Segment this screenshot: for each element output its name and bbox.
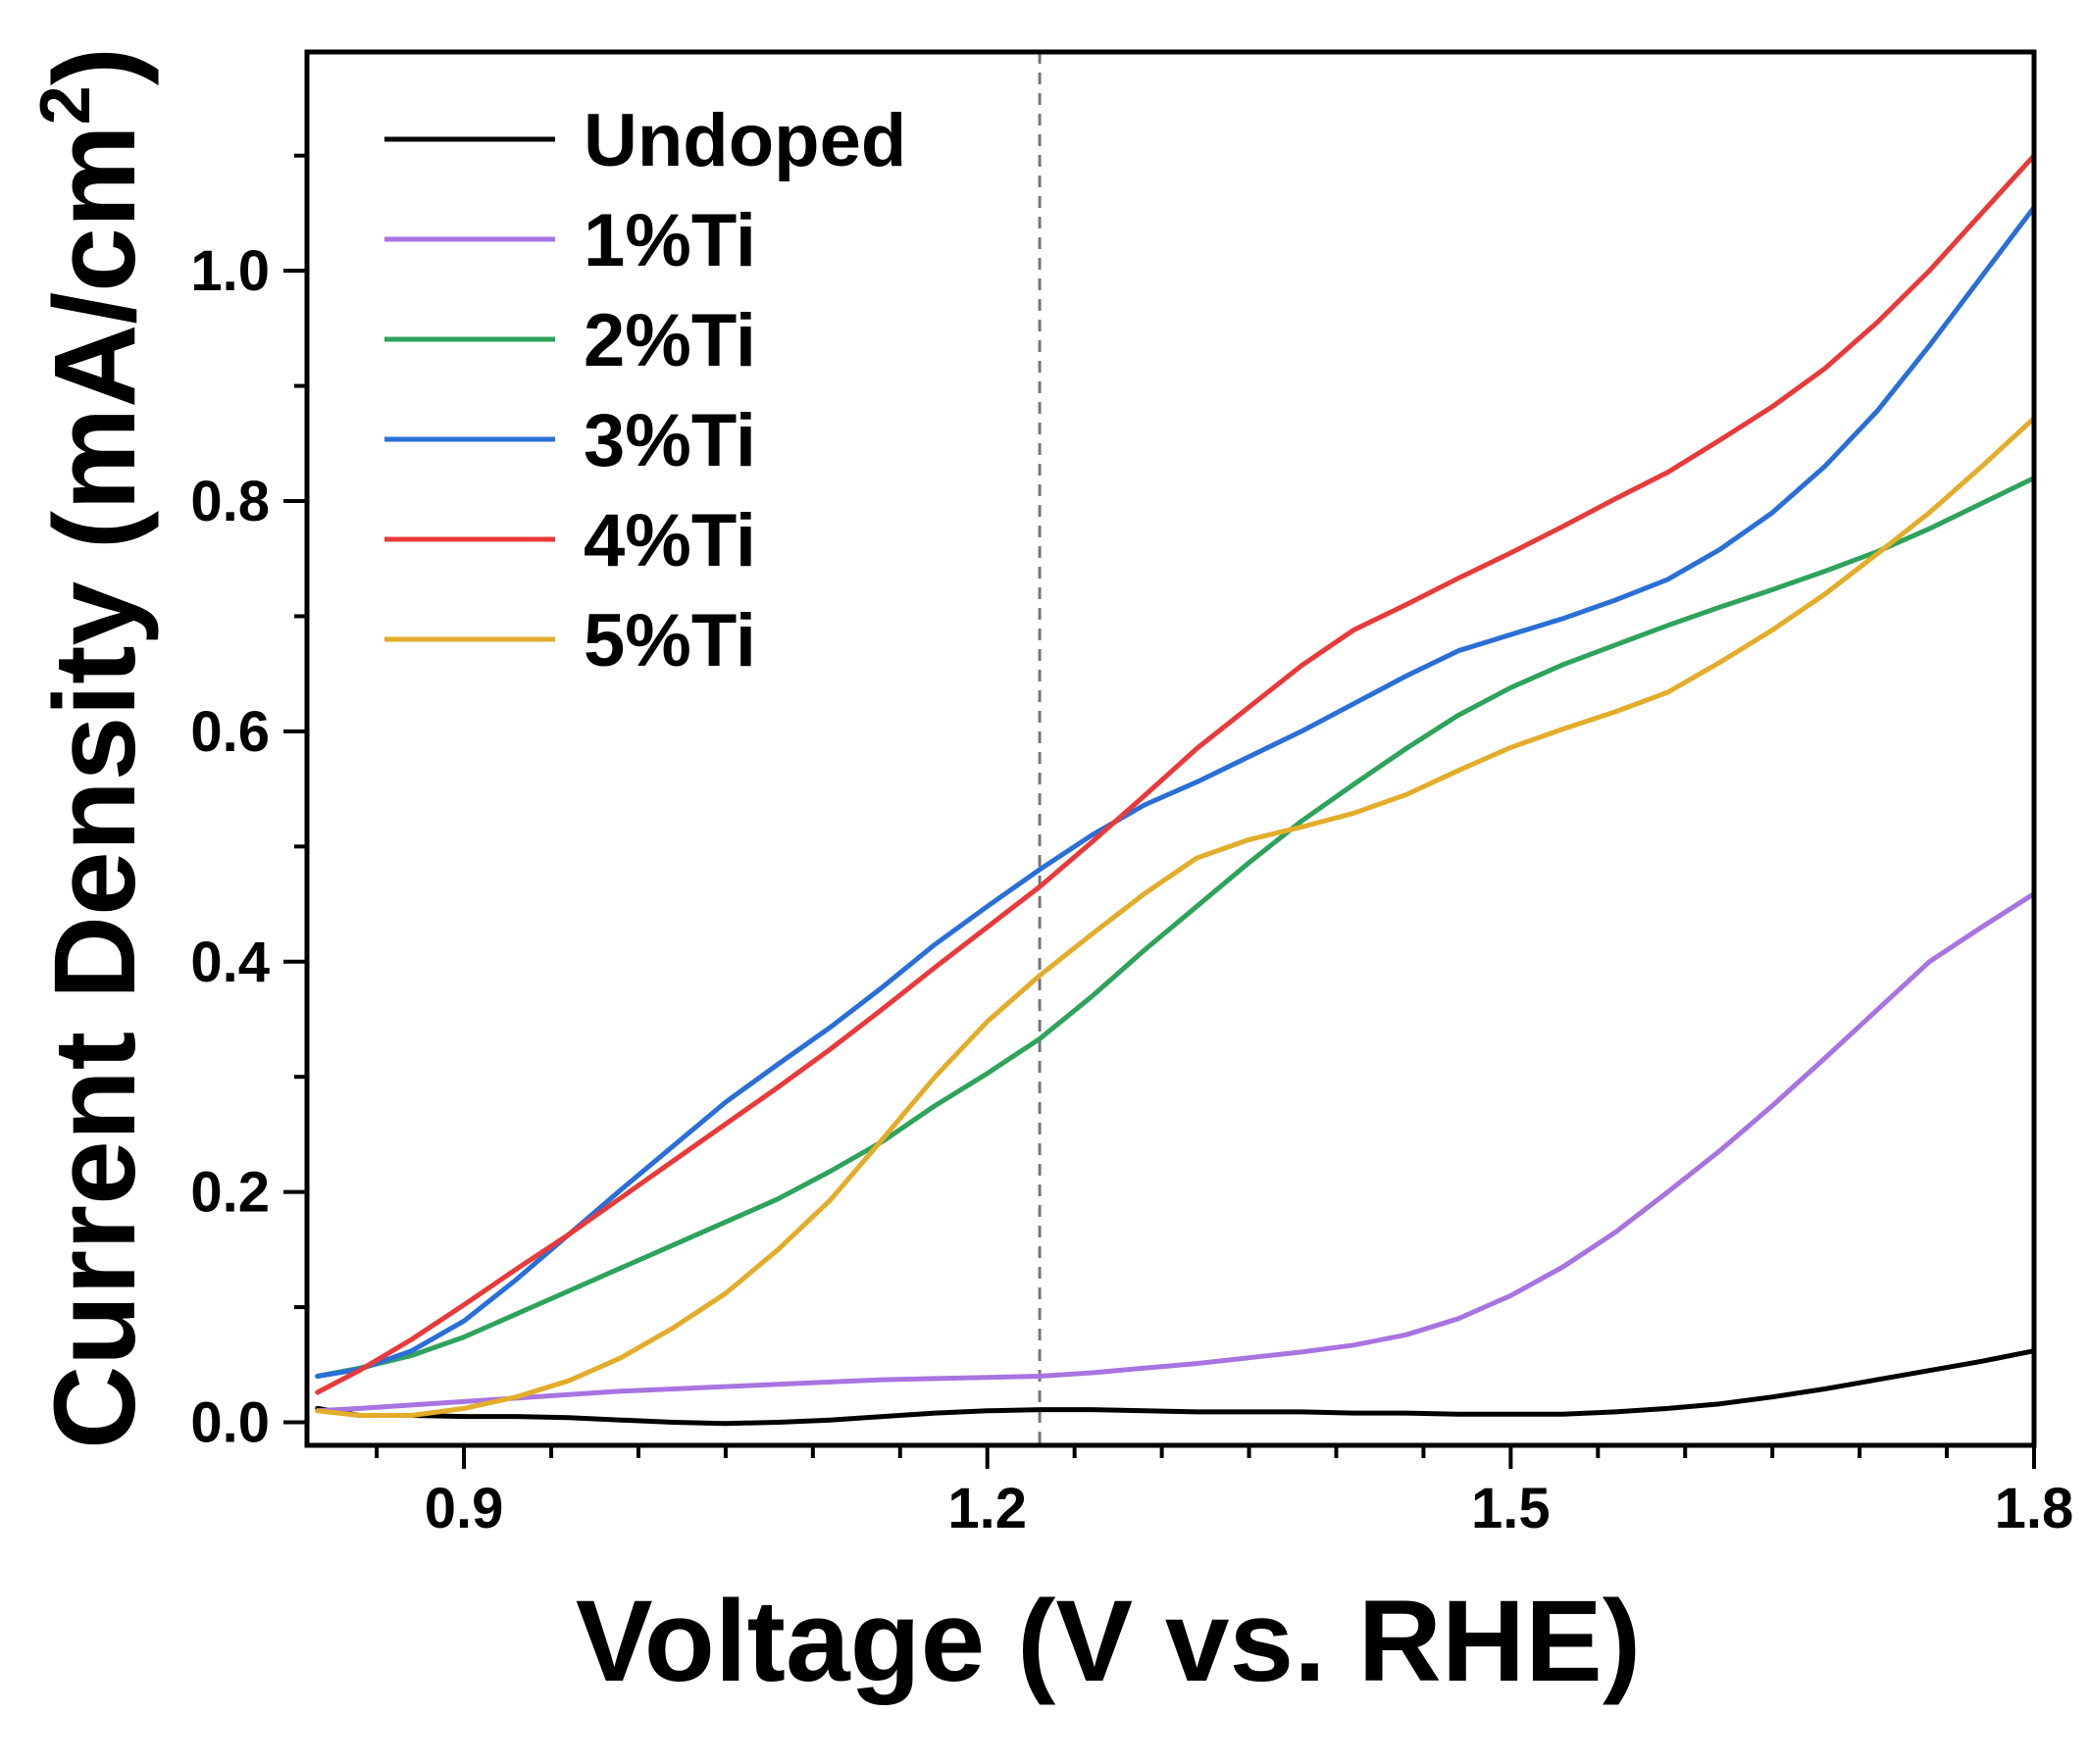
x-tick-label: 1.8 <box>1995 1477 2074 1540</box>
x-tick-label: 1.2 <box>947 1477 1027 1540</box>
axes: 0.9 1.2 1.5 1.8 0.0 0.2 0.4 0.6 0.8 1.0 <box>190 49 2074 1540</box>
series-line-4 <box>315 153 2037 1395</box>
legend-label-5: 5%Ti <box>584 599 756 682</box>
legend-label-1: 1%Ti <box>584 199 756 282</box>
series-line-0 <box>315 1348 2037 1427</box>
series-line-5 <box>315 416 2037 1418</box>
y-tick-label: 0.4 <box>190 931 270 994</box>
y-axis-label-main: Current Density (mA/cm <box>30 125 160 1449</box>
plot-area <box>315 52 2037 1445</box>
y-axis-label-superscript: 2 <box>26 85 105 125</box>
y-axis-label: Current Density (mA/cm2) <box>26 47 160 1449</box>
y-tick-label: 0.8 <box>190 470 270 533</box>
x-tick-label: 1.5 <box>1471 1477 1551 1540</box>
series-line-3 <box>315 205 2037 1379</box>
series-line-2 <box>315 476 2037 1379</box>
series-line-1 <box>315 891 2037 1414</box>
legend: Undoped 1%Ti 2%Ti 3%Ti 4%Ti 5%Ti <box>384 99 906 682</box>
legend-label-0: Undoped <box>584 99 906 182</box>
y-tick-label: 0.6 <box>190 700 270 764</box>
y-tick-label: 1.0 <box>190 239 270 303</box>
legend-label-2: 2%Ti <box>584 299 756 382</box>
legend-label-4: 4%Ti <box>584 499 756 582</box>
x-axis-label: Voltage (V vs. RHE) <box>576 1577 1641 1706</box>
legend-label-3: 3%Ti <box>584 399 756 482</box>
y-axis-label-close: ) <box>30 47 160 85</box>
y-tick-label: 0.0 <box>190 1391 270 1455</box>
x-tick-label: 0.9 <box>425 1477 504 1540</box>
y-tick-label: 0.2 <box>190 1161 270 1225</box>
plot-frame <box>304 49 2037 1448</box>
